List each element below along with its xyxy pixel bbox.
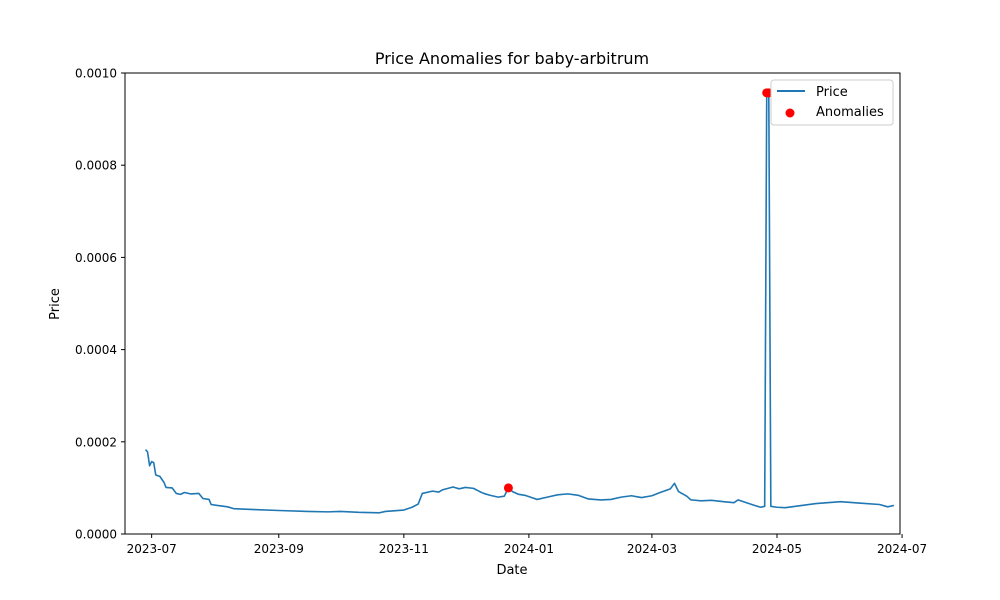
x-tick-label: 2024-05: [752, 542, 802, 556]
price-series-line: [144, 90, 895, 514]
chart-title: Price Anomalies for baby-arbitrum: [375, 49, 649, 68]
x-tick-label: 2023-07: [127, 542, 177, 556]
y-axis: 0.0000 0.0002 0.0004 0.0006 0.0008 0.0010: [75, 67, 125, 542]
y-axis-label: Price: [48, 288, 63, 320]
x-axis: 2023-07 2023-09 2023-11 2024-01 2024-03 2024-…: [127, 534, 927, 556]
x-tick-label: 2024-01: [504, 542, 554, 556]
plot-area: [124, 72, 901, 535]
legend-anomalies-label: Anomalies: [816, 105, 884, 120]
series-layer: [144, 90, 895, 514]
legend-price-label: Price: [816, 85, 848, 100]
x-tick-label: 2023-09: [254, 542, 304, 556]
x-axis-label: Date: [496, 563, 527, 578]
y-tick-label: 0.0010: [75, 67, 117, 81]
x-tick-label: 2024-03: [627, 542, 677, 556]
axes-frame: [124, 72, 901, 535]
y-tick-label: 0.0002: [75, 435, 117, 449]
y-tick-label: 0.0004: [75, 343, 117, 357]
anomaly-point-0: [503, 483, 513, 493]
legend: Price Anomalies: [770, 79, 894, 126]
y-tick-label: 0.0008: [75, 159, 117, 173]
legend-anomalies-swatch: [785, 108, 795, 118]
x-tick-label: 2024-07: [877, 542, 927, 556]
y-tick-label: 0.0006: [75, 251, 117, 265]
x-tick-label: 2023-11: [379, 542, 429, 556]
y-tick-label: 0.0000: [75, 528, 117, 542]
